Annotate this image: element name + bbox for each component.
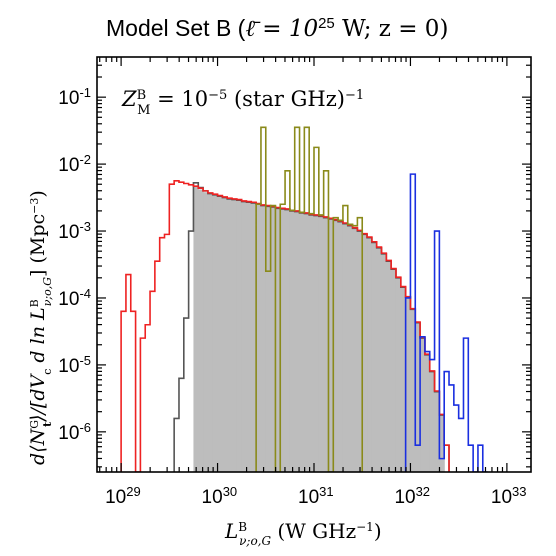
hist-bar-series-0-bin-1 xyxy=(193,185,199,472)
hist-bar-series-0-bin-34 xyxy=(352,228,358,472)
x-tick-label-2: 1031 xyxy=(298,484,334,509)
hist-bar-series-0-bin-49 xyxy=(424,354,431,472)
hist-bar-series-0-bin-42 xyxy=(391,269,397,472)
hist-bar-series-0-bin-29 xyxy=(328,218,334,472)
plot-area xyxy=(96,56,532,473)
hist-step-series-2 xyxy=(120,180,450,472)
hist-bar-series-0-bin-11 xyxy=(241,201,248,472)
hist-bar-series-0-bin-19 xyxy=(280,208,286,472)
hist-bar-series-0-bin-6 xyxy=(217,196,223,472)
hist-bar-series-0-bin-36 xyxy=(362,234,368,472)
hist-bar-series-0-bin-12 xyxy=(246,202,252,472)
hist-bar-series-0-bin-51 xyxy=(434,391,440,472)
hist-bar-series-0-bin-32 xyxy=(342,223,349,472)
hist-bar-series-0-bin-8 xyxy=(227,198,233,472)
hist-bar-series-0-bin-2 xyxy=(198,189,204,472)
hist-step-series-4 xyxy=(404,173,488,472)
hist-bar-series-0-bin-28 xyxy=(323,217,330,472)
hist-bar-series-0-bin-33 xyxy=(347,225,354,472)
chart-title: Model Set B (ℓ̄ = 1025 W; z = 0) xyxy=(106,15,448,43)
hist-bar-series-0-bin-30 xyxy=(333,220,339,472)
hist-bar-series-0-bin-7 xyxy=(222,197,228,472)
hist-bar-series-0-bin-4 xyxy=(207,193,214,472)
hist-bar-series-0-bin-43 xyxy=(395,277,402,472)
x-tick-label-1: 1030 xyxy=(202,484,238,509)
hist-bar-series-0-bin-14 xyxy=(256,204,262,472)
hist-bar-series-0-bin-3 xyxy=(203,192,209,472)
hist-bar-series-0-bin-38 xyxy=(371,242,378,472)
hist-bar-series-0-bin-45 xyxy=(405,297,412,472)
hist-bar-series-0-bin-25 xyxy=(309,214,315,472)
x-tick-label-0: 1029 xyxy=(105,484,141,509)
y-tick-label-3: 10-4 xyxy=(58,285,91,310)
hist-bar-series-0-bin-22 xyxy=(294,211,301,472)
y-tick-label-5: 10-6 xyxy=(58,419,91,444)
hist-bar-series-0-bin-21 xyxy=(289,210,296,472)
hist-bar-series-0-bin-39 xyxy=(376,247,383,472)
hist-bar-series-0-bin-40 xyxy=(381,253,387,472)
y-tick-label-2: 10-3 xyxy=(58,219,91,244)
hist-bar-series-0-bin-26 xyxy=(314,215,320,472)
hist-bar-series-0-bin-50 xyxy=(429,371,436,472)
hist-bar-series-0-bin-44 xyxy=(400,287,407,472)
hist-bar-series-0-bin-27 xyxy=(318,216,325,472)
x-axis-label: LB ν;o,G (W GHz−1) xyxy=(224,519,382,548)
hist-bar-series-0-bin-18 xyxy=(275,208,281,472)
x-tick-label-4: 1033 xyxy=(491,484,527,509)
hist-bar-series-0-bin-17 xyxy=(270,206,277,472)
hist-bar-series-0-bin-24 xyxy=(304,213,310,472)
hist-bar-series-0-bin-16 xyxy=(265,206,272,472)
y-tick-label-1: 10-2 xyxy=(58,152,91,177)
hist-bar-series-0-bin-20 xyxy=(285,209,291,472)
x-tick-label-3: 1032 xyxy=(394,484,430,509)
hist-bar-series-0-bin-47 xyxy=(415,322,421,472)
hist-bar-series-0-bin-15 xyxy=(260,205,267,472)
hist-bar-series-0-bin-23 xyxy=(299,212,305,472)
hist-bar-series-0-bin-9 xyxy=(232,199,238,472)
hist-bar-series-0-bin-13 xyxy=(251,202,257,472)
y-tick-label-4: 10-5 xyxy=(58,352,91,377)
hist-bar-series-0-bin-35 xyxy=(357,231,363,472)
hist-bar-series-0-bin-5 xyxy=(212,194,219,472)
hist-bar-series-0-bin-10 xyxy=(236,200,243,472)
hist-bar-series-0-bin-41 xyxy=(386,261,392,472)
y-axis-label: d⟨NGt⟩/[dVc d ln LBν;o,G] (Mpc−3) xyxy=(27,190,54,465)
hist-bar-series-0-bin-48 xyxy=(420,338,426,472)
hist-bar-series-0-bin-46 xyxy=(410,309,416,472)
y-tick-label-0: 10-1 xyxy=(58,85,91,110)
hist-bar-series-0-bin-52 xyxy=(439,415,445,472)
zm-annotation: ZB M = 10−5 (star GHz)−1 xyxy=(121,87,364,118)
hist-bar-series-0-bin-37 xyxy=(367,237,373,472)
hist-bar-series-0-bin-31 xyxy=(338,221,344,472)
hist-step-series-3 xyxy=(255,126,364,472)
